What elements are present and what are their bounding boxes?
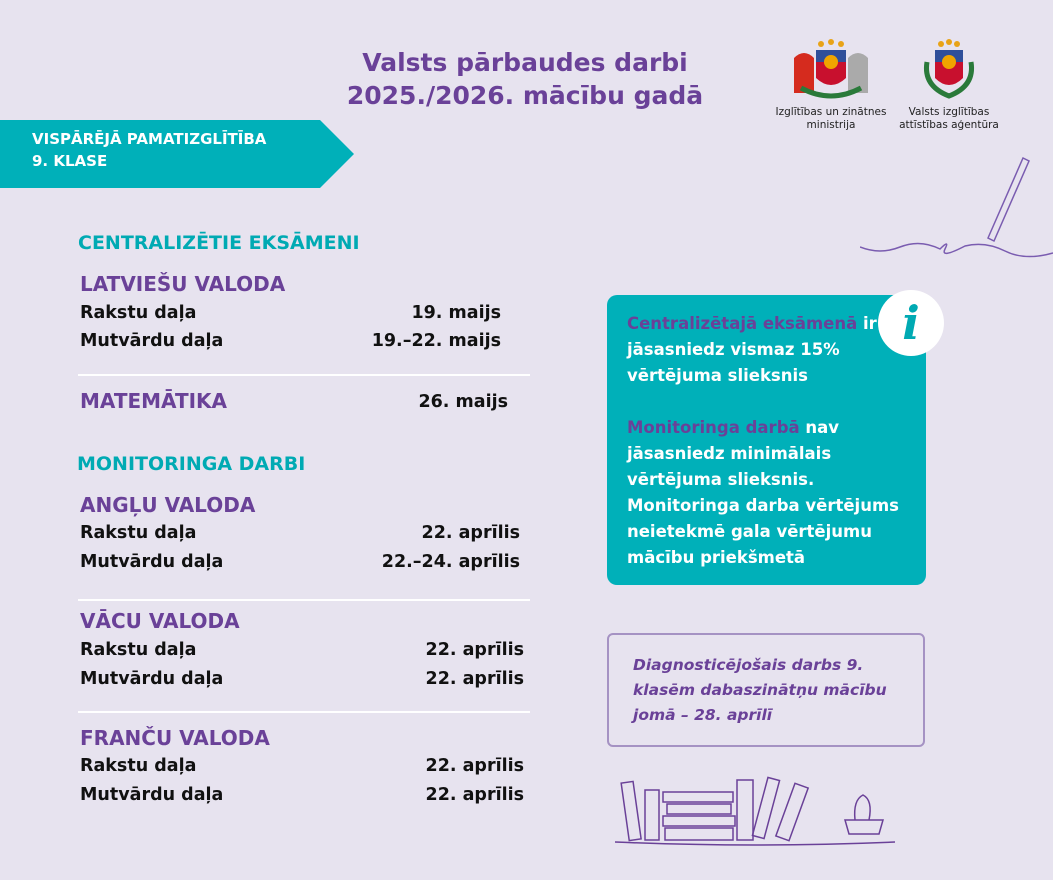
title-line-1: Valsts pārbaudes darbi (362, 48, 688, 77)
row-label: Rakstu daļa (80, 523, 197, 543)
subject-latvian: LATVIEŠU VALODA (80, 272, 286, 296)
subject-french: FRANČU VALODA (80, 726, 270, 750)
row-label: Rakstu daļa (80, 756, 197, 776)
agency-name: Valsts izglītības (908, 106, 990, 118)
pen-doodle-icon (860, 156, 1053, 258)
divider (78, 374, 530, 376)
row-label: Mutvārdu daļa (80, 785, 224, 805)
banner-line-2: 9. KLASE (32, 152, 108, 170)
row-label: Rakstu daļa (80, 303, 197, 323)
subject-german: VĀCU VALODA (80, 609, 240, 633)
row-date: 26. maijs (418, 392, 508, 412)
ministry-name-line2: ministrija (806, 119, 856, 131)
diagnostic-text: Diagnosticējošais darbs 9. klasēm dabasz… (633, 656, 887, 724)
info-highlight-2: Monitoringa darbā (627, 418, 800, 437)
row-date: 22.–24. aprīlis (381, 552, 520, 572)
info-text-2: nav jāsasniedz minimālais vērtējuma slie… (627, 418, 899, 567)
agency-name-line2: attīstības aģentūra (899, 119, 999, 131)
divider (78, 711, 530, 713)
books-shelf-icon (615, 776, 895, 846)
row-label: Mutvārdu daļa (80, 331, 224, 351)
section-heading-centralized: CENTRALIZĒTIE EKSĀMENI (78, 232, 360, 254)
subject-english: ANGĻU VALODA (80, 493, 256, 517)
ministry-name: Izglītības un zinātnes (775, 106, 887, 118)
row-date: 22. aprīlis (425, 785, 524, 805)
coat-of-arms-small-icon (923, 39, 975, 99)
row-date: 19. maijs (411, 303, 501, 323)
coat-of-arms-large-icon (794, 39, 868, 99)
info-box: Centralizētajā eksāmenā ir jāsasniedz vi… (607, 295, 926, 585)
row-date: 19.–22. maijs (371, 331, 501, 351)
row-label: Rakstu daļa (80, 640, 197, 660)
title-line-2: 2025./2026. mācību gadā (346, 81, 704, 110)
row-date: 22. aprīlis (425, 669, 524, 689)
row-label: Mutvārdu daļa (80, 552, 224, 572)
ministry-logo: Izglītības un zinātnes ministrija (775, 38, 887, 132)
info-highlight-1: Centralizētajā eksāmenā (627, 314, 858, 333)
divider (78, 599, 530, 601)
banner-line-1: VISPĀRĒJĀ PAMATIZGLĪTĪBA (32, 130, 267, 148)
row-label: Mutvārdu daļa (80, 669, 224, 689)
section-heading-monitoring: MONITORINGA DARBI (77, 453, 306, 475)
diagnostic-note: Diagnosticējošais darbs 9. klasēm dabasz… (607, 633, 925, 747)
row-date: 22. aprīlis (425, 756, 524, 776)
info-icon: i (878, 290, 944, 356)
agency-logo: Valsts izglītības attīstības aģentūra (893, 38, 1005, 132)
row-date: 22. aprīlis (425, 640, 524, 660)
info-text-1: ir jāsasniedz vismaz 15% vērtējuma sliek… (627, 314, 877, 385)
row-date: 22. aprīlis (421, 523, 520, 543)
page-title: Valsts pārbaudes darbi 2025./2026. mācību… (340, 46, 710, 112)
level-banner: VISPĀRĒJĀ PAMATIZGLĪTĪBA 9. KLASE (0, 120, 354, 188)
subject-math: MATEMĀTIKA (80, 389, 228, 413)
